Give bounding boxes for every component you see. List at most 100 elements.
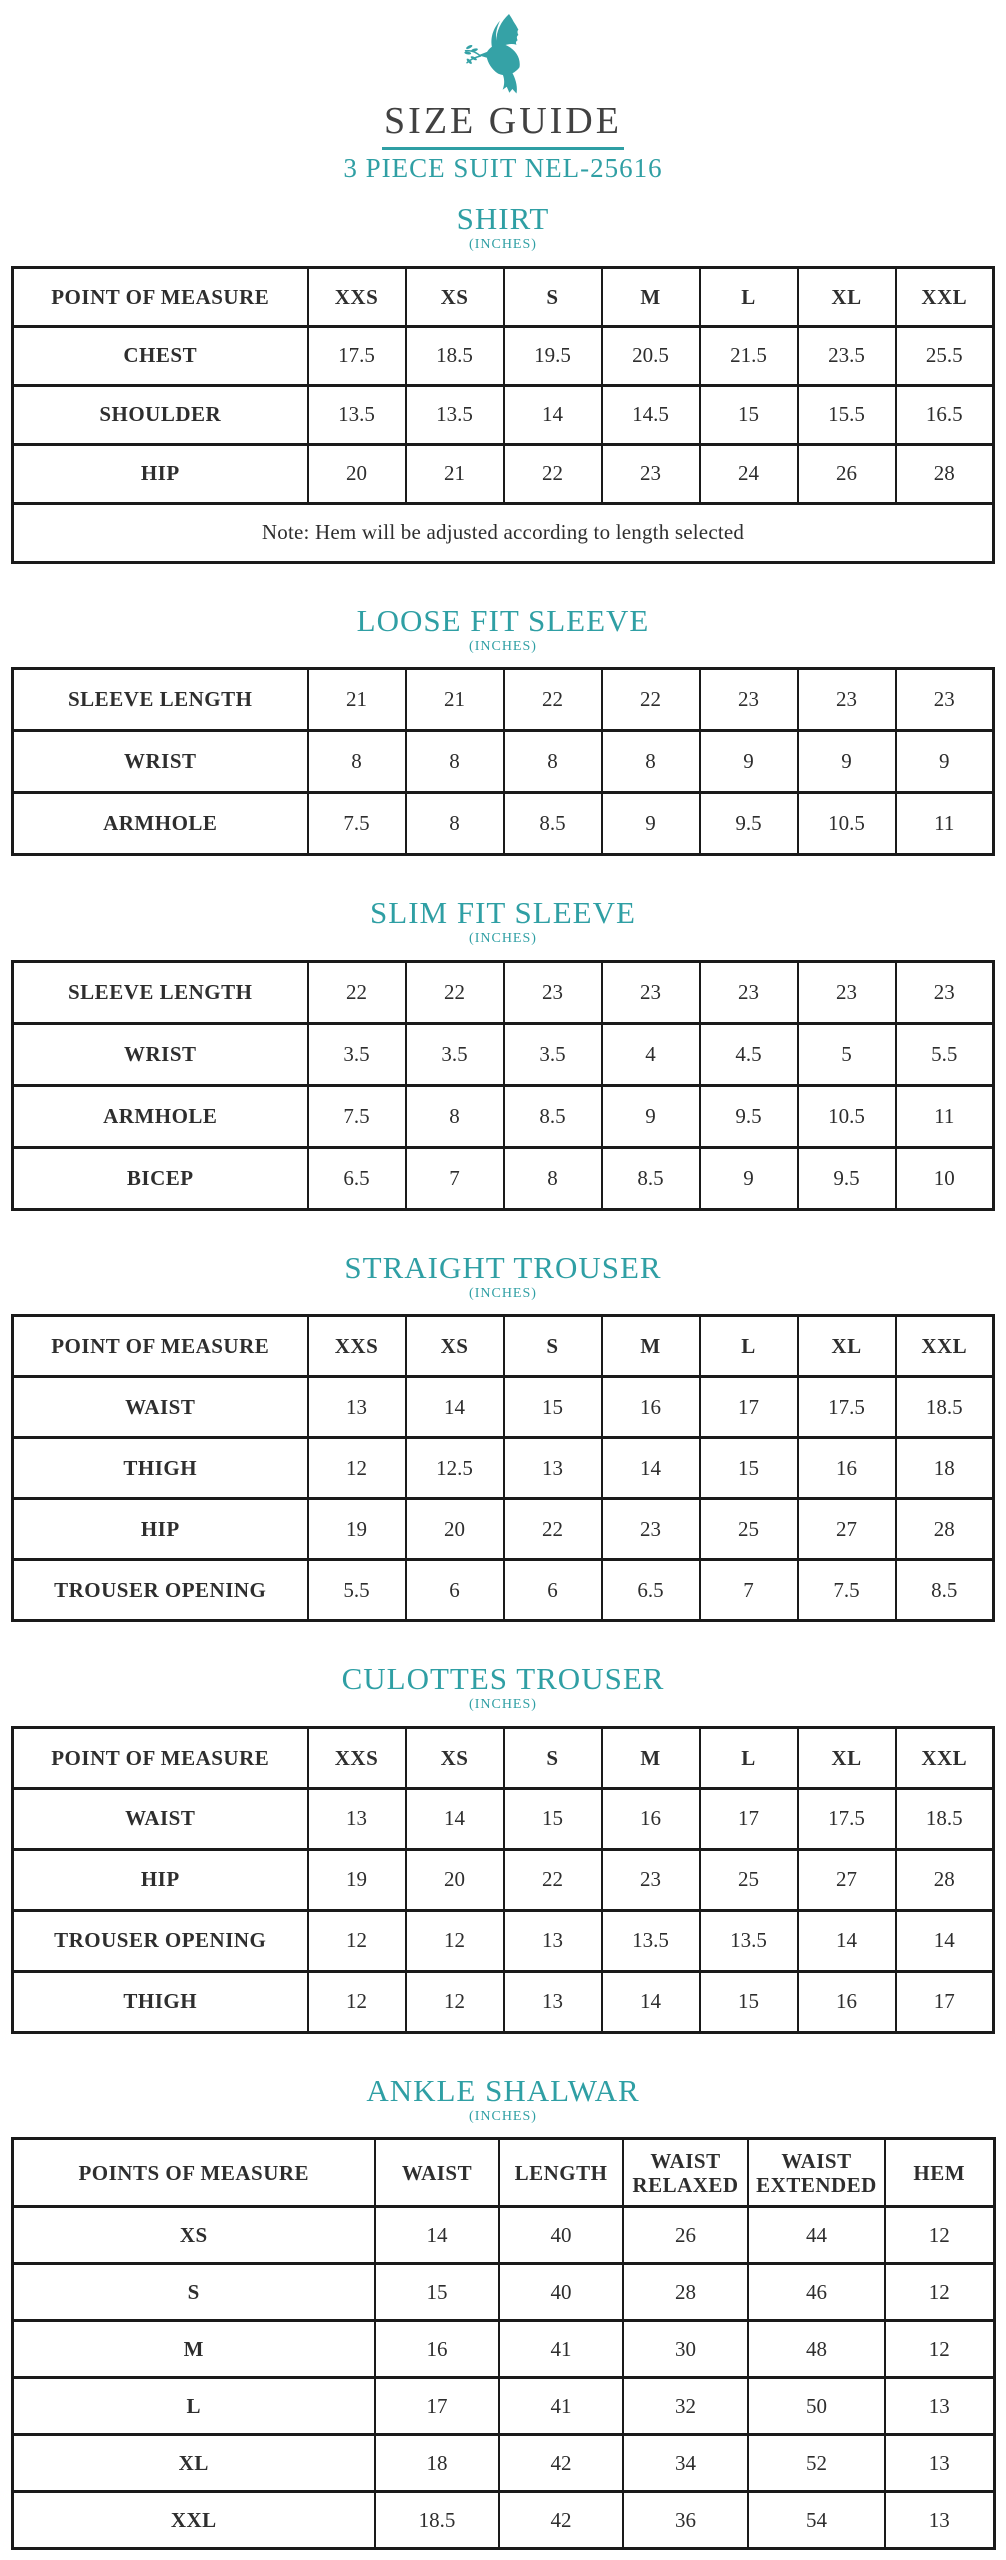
value-cell: 9 [796,729,897,795]
value-cell: 22 [502,1497,603,1562]
row-label-cell: WRIST [11,1021,309,1087]
value-cell: 9 [698,729,799,795]
size-header-cell: M [600,265,701,328]
value-cell: 16 [374,2319,500,2380]
value-cell: 48 [747,2319,886,2380]
table-row: XXL 18.5 42 36 54 13 [11,2490,995,2551]
value-cell: 23 [796,667,897,733]
value-cell: 17.5 [796,1786,897,1851]
value-cell: 22 [502,1847,603,1912]
row-label-cell: THIGH [11,1969,309,2034]
row-label-cell: XL [11,2433,376,2494]
value-cell: 14 [894,1908,995,1973]
value-cell: 14 [600,1969,701,2034]
table-row: WRIST 8 8 8 8 9 9 9 [11,729,995,795]
row-label-cell: HIP [11,442,309,505]
value-cell: 10.5 [796,1083,897,1149]
value-cell: 27 [796,1497,897,1562]
product-subtitle: 3 PIECE SUIT NEL-25616 [343,152,663,183]
table-row: HIP 20 21 22 23 24 26 28 [11,442,995,505]
value-cell: 17 [698,1786,799,1851]
value-cell: 6.5 [600,1558,701,1623]
value-cell: 22 [502,667,603,733]
value-cell: 23 [600,442,701,505]
value-cell: 3.5 [502,1021,603,1087]
size-table-shirt: POINT OF MEASURE XXS XS S M L XL XXL CHEST 17.5 18… [11,265,995,564]
table-row: SHOULDER 13.5 13.5 14 14.5 15 15.5 16.5 [11,383,995,446]
section-unit-straight-trouser: (INCHES) [469,1285,537,1301]
value-cell: 21 [404,442,505,505]
value-cell: 27 [796,1847,897,1912]
section-unit-loose-fit-sleeve: (INCHES) [469,638,537,654]
value-cell: 14 [404,1786,505,1851]
value-cell: 16 [796,1969,897,2034]
value-cell: 9 [600,791,701,857]
value-cell: 28 [622,2262,749,2323]
value-cell: 22 [502,442,603,505]
value-cell: 16 [796,1436,897,1501]
value-cell: 8 [404,791,505,857]
value-cell: 14 [502,383,603,446]
column-header-cell: LENGTH [498,2137,624,2209]
table-header-row: POINT OF MEASURE XXS XS S M L XL XXL [11,1725,995,1790]
table-header-row: POINT OF MEASURE XXS XS S M L XL XXL [11,265,995,328]
value-cell: 17.5 [306,324,407,387]
value-cell: 6.5 [306,1145,407,1211]
note-cell: Note: Hem will be adjusted according to … [11,501,995,564]
row-label-cell: HIP [11,1847,309,1912]
value-cell: 8 [502,1145,603,1211]
value-cell: 18 [894,1436,995,1501]
value-cell: 15 [502,1375,603,1440]
size-table-culottes-trouser: POINT OF MEASURE XXS XS S M L XL XXL WAIST 13 14 15… [11,1725,995,2034]
section-title-culottes-trouser: CULOTTES TROUSER [341,1661,665,1697]
value-cell: 5.5 [894,1021,995,1087]
size-header-cell: XXL [894,265,995,328]
value-cell: 10 [894,1145,995,1211]
value-cell: 23 [698,959,799,1025]
value-cell: 12.5 [404,1436,505,1501]
table-row: M 16 41 30 48 12 [11,2319,995,2380]
size-header-cell: L [698,1725,799,1790]
value-cell: 32 [622,2376,749,2437]
table-header-row: POINT OF MEASURE XXS XS S M L XL XXL [11,1314,995,1379]
value-cell: 18.5 [894,1375,995,1440]
value-cell: 4.5 [698,1021,799,1087]
value-cell: 12 [306,1908,407,1973]
size-header-cell: XXL [894,1725,995,1790]
value-cell: 18 [374,2433,500,2494]
dove-icon [464,14,520,94]
size-header-cell: XS [404,1725,505,1790]
value-cell: 7 [404,1145,505,1211]
value-cell: 24 [698,442,799,505]
value-cell: 19 [306,1847,407,1912]
value-cell: 41 [498,2376,624,2437]
value-cell: 23 [894,667,995,733]
value-cell: 14.5 [600,383,701,446]
table-row: BICEP 6.5 7 8 8.5 9 9.5 10 [11,1145,995,1211]
section-unit-culottes-trouser: (INCHES) [469,1697,537,1713]
column-header-cell: POINT OF MEASURE [11,265,309,328]
page-title: SIZE GUIDE [384,100,622,142]
value-cell: 13.5 [698,1908,799,1973]
table-row: SLEEVE LENGTH 22 22 23 23 23 23 23 [11,959,995,1025]
row-label-cell: HIP [11,1497,309,1562]
value-cell: 12 [306,1436,407,1501]
value-cell: 21 [306,667,407,733]
value-cell: 23.5 [796,324,897,387]
value-cell: 12 [884,2262,995,2323]
value-cell: 28 [894,442,995,505]
row-label-cell: SHOULDER [11,383,309,446]
table-row: SLEEVE LENGTH 21 21 22 22 23 23 23 [11,667,995,733]
value-cell: 25 [698,1847,799,1912]
value-cell: 23 [600,959,701,1025]
section-unit-shirt: (INCHES) [469,237,537,253]
value-cell: 4 [600,1021,701,1087]
value-cell: 10.5 [796,791,897,857]
value-cell: 14 [374,2205,500,2266]
value-cell: 20 [306,442,407,505]
column-header-cell: WAIST RELAXED [622,2137,749,2209]
section-title-straight-trouser: STRAIGHT TROUSER [344,1249,662,1285]
size-header-cell: L [698,1314,799,1379]
value-cell: 41 [498,2319,624,2380]
